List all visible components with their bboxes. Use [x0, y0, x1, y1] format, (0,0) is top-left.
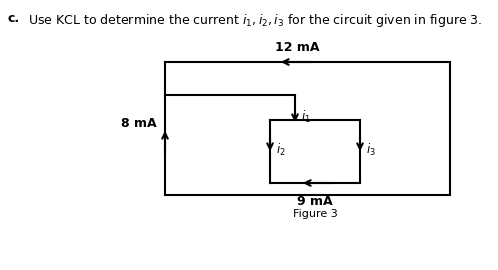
Text: 8 mA: 8 mA [122, 117, 157, 130]
Text: c.: c. [8, 12, 20, 25]
Text: Figure 3: Figure 3 [293, 209, 337, 219]
Text: 12 mA: 12 mA [275, 41, 320, 54]
Text: $i_2$: $i_2$ [276, 142, 286, 158]
Text: $i_3$: $i_3$ [366, 142, 376, 158]
Text: 9 mA: 9 mA [297, 195, 333, 208]
Text: Use KCL to determine the current $i_1, i_2, i_3$ for the circuit given in figure: Use KCL to determine the current $i_1, i… [28, 12, 483, 29]
Text: $i_1$: $i_1$ [301, 109, 311, 125]
